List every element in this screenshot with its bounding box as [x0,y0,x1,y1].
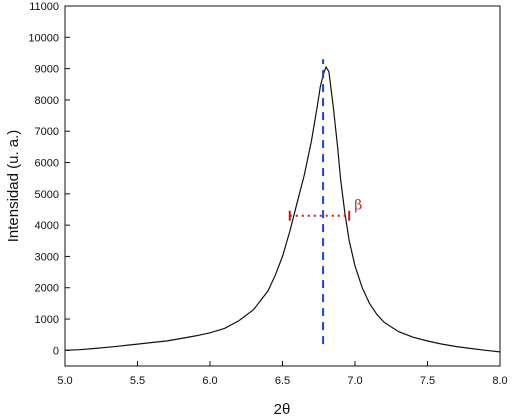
x-tick-label: 5.0 [57,375,72,387]
y-tick-label: 3000 [35,251,59,263]
x-tick-label: 5.5 [130,375,145,387]
x-tick-label: 6.5 [275,375,290,387]
x-tick-label: 8.0 [492,375,507,387]
y-tick-label: 9000 [35,64,59,76]
x-tick-label: 6.0 [202,375,217,387]
series-line [64,65,501,353]
plot-frame [64,5,501,367]
y-tick-label: 4000 [35,220,59,232]
x-tick-label: 7.5 [420,375,435,387]
x-tick-label: 7.0 [347,375,362,387]
y-tick-label: 1000 [35,314,59,326]
y-tick-label: 2000 [35,283,59,295]
y-tick-label: 5000 [35,189,59,201]
y-axis-ticks: 0 1000 2000 3000 4000 5000 6000 7000 8000 9000 100… [28,1,70,357]
y-tick-label: 0 [53,345,59,357]
y-axis-title: Intensidad (u. a.) [5,130,22,243]
fwhm-label: β [354,198,362,214]
x-axis-title: 2θ [274,401,291,418]
y-tick-label: 6000 [35,158,59,170]
y-tick-label: 10000 [28,32,59,44]
y-tick-label: 11000 [29,1,59,13]
y-tick-label: 8000 [35,95,59,107]
x-axis-ticks: 5.0 5.5 6.0 6.5 7.0 7.5 8.0 [57,361,508,387]
y-tick-label: 7000 [35,126,59,138]
